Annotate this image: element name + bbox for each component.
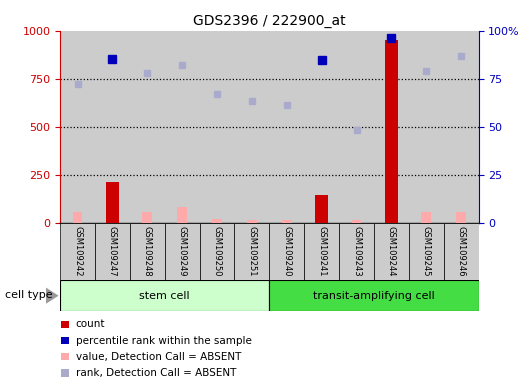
Bar [130,31,165,223]
Bar [374,31,409,223]
Bar [165,31,200,223]
Text: transit-amplifying cell: transit-amplifying cell [313,291,435,301]
Text: GSM109245: GSM109245 [422,225,431,276]
Bar [304,31,339,223]
Text: value, Detection Call = ABSENT: value, Detection Call = ABSENT [76,352,241,362]
Bar [269,31,304,223]
Bar [60,31,95,223]
Bar [385,40,398,223]
Bar [61,353,69,361]
Bar [269,31,304,223]
Bar [315,195,328,223]
Bar [234,31,269,223]
Bar [456,212,466,223]
Bar [200,223,234,280]
Text: GSM109242: GSM109242 [73,225,82,276]
Text: rank, Detection Call = ABSENT: rank, Detection Call = ABSENT [76,368,236,378]
Bar [304,223,339,280]
Bar [422,212,431,223]
Text: stem cell: stem cell [140,291,190,301]
Bar [409,31,444,223]
Bar [339,223,374,280]
Bar [95,31,130,223]
Bar [106,182,119,223]
Bar [61,369,69,377]
Bar [444,223,479,280]
Bar [60,31,95,223]
Bar [61,337,69,344]
Bar [165,223,200,280]
Text: GSM109241: GSM109241 [317,225,326,276]
Bar [374,31,409,223]
Title: GDS2396 / 222900_at: GDS2396 / 222900_at [193,14,346,28]
Bar [444,31,479,223]
Bar [142,212,152,223]
Text: GSM109248: GSM109248 [143,225,152,276]
Text: GSM109247: GSM109247 [108,225,117,276]
Text: GSM109243: GSM109243 [352,225,361,276]
Bar [444,31,479,223]
Bar [130,31,165,223]
Bar [351,220,361,223]
Bar [73,212,83,223]
Bar [95,31,130,223]
Bar [212,219,222,223]
Bar [304,31,339,223]
Polygon shape [46,288,59,304]
Bar [200,31,234,223]
Bar [165,31,200,223]
Text: GSM109246: GSM109246 [457,225,465,276]
Bar [61,321,69,328]
Bar [234,223,269,280]
Bar [339,31,374,223]
Bar [60,223,95,280]
Text: count: count [76,319,105,329]
Bar [60,280,269,311]
Text: cell type: cell type [5,290,53,300]
Bar [409,31,444,223]
Text: GSM109244: GSM109244 [387,225,396,276]
Bar [409,223,444,280]
Text: GSM109240: GSM109240 [282,225,291,276]
Bar [282,220,292,223]
Text: percentile rank within the sample: percentile rank within the sample [76,336,252,346]
Bar [200,31,234,223]
Text: GSM109249: GSM109249 [178,225,187,276]
Text: GSM109250: GSM109250 [212,225,222,276]
Bar [269,223,304,280]
Bar [234,31,269,223]
Bar [177,207,187,223]
Bar [130,223,165,280]
Text: GSM109251: GSM109251 [247,225,256,276]
Bar [269,280,479,311]
Bar [247,220,257,223]
Bar [374,223,409,280]
Bar [339,31,374,223]
Bar [95,223,130,280]
